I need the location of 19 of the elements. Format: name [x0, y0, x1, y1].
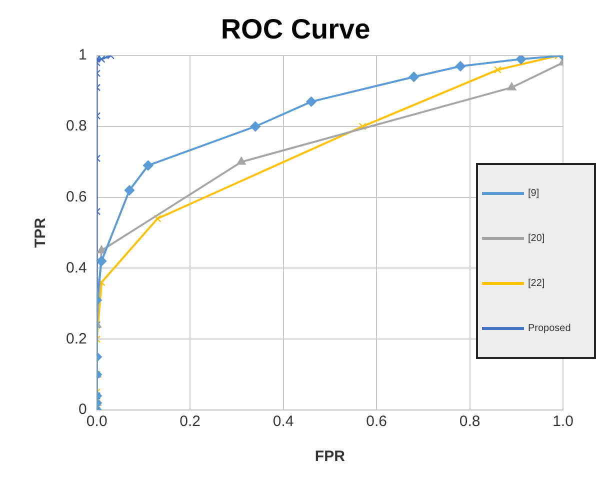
x-tick-label: 0.2 [180, 413, 201, 430]
x-tick-label: 0.4 [272, 413, 294, 430]
legend-label: [20] [528, 233, 545, 244]
y-tick-label: 1 [78, 46, 87, 64]
legend-label: Proposed [528, 323, 571, 334]
y-axis-title: TPR [32, 218, 50, 248]
chart-title: ROC Curve [220, 14, 370, 45]
x-tick-label: 0.0 [86, 413, 108, 430]
y-tick-label: 0.4 [66, 259, 87, 276]
y-tick-label: 0.2 [66, 330, 87, 348]
legend-label: [22] [528, 278, 545, 289]
y-tick-label: 0 [78, 401, 87, 418]
x-tick-label: 0.8 [459, 413, 480, 430]
y-tick-label: 0.8 [66, 118, 87, 135]
x-tick-label: 1.0 [552, 413, 574, 430]
y-tick-label: 0.6 [66, 188, 87, 206]
x-axis-title: FPR [314, 448, 346, 466]
x-tick-label: 0.6 [366, 413, 387, 430]
legend-label: [9] [528, 188, 540, 199]
